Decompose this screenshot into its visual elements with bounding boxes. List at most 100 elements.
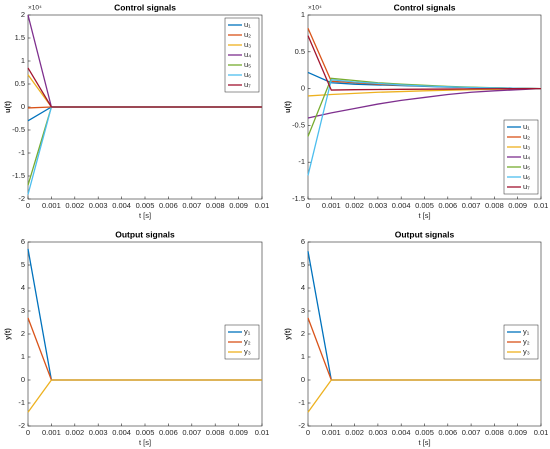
- x-tick-label: 0.002: [345, 201, 364, 210]
- series-line: [307, 79, 542, 176]
- y-tick-label: 1: [301, 10, 305, 19]
- legend-label: u₅: [523, 162, 530, 171]
- x-tick-label: 0.007: [462, 428, 481, 437]
- y-tick-label: 5: [301, 260, 305, 269]
- x-tick-label: 0: [306, 201, 310, 210]
- y-tick-label: -0.5: [12, 125, 25, 134]
- x-tick-label: 0.008: [206, 201, 225, 210]
- x-tick-label: 0.003: [369, 201, 388, 210]
- series-line: [27, 67, 262, 108]
- y-tick-label: 2: [21, 10, 25, 19]
- series-line: [27, 379, 262, 413]
- x-tick-label: 0.01: [534, 201, 549, 210]
- x-tick-label: 0.01: [534, 428, 549, 437]
- x-tick-label: 0.009: [508, 201, 527, 210]
- legend-label: y₂: [244, 337, 251, 346]
- x-tick-label: 0.01: [255, 201, 270, 210]
- y-tick-label: -1: [18, 148, 25, 157]
- y-tick-label: -1: [18, 398, 25, 407]
- x-tick-label: 0.008: [206, 428, 225, 437]
- x-tick-label: 0.005: [415, 428, 434, 437]
- y-axis-label: y(t): [283, 328, 292, 340]
- y-tick-label: 0: [21, 375, 25, 384]
- axes-box: [307, 241, 542, 427]
- x-tick-label: 0.004: [112, 201, 131, 210]
- y-tick-label: -1: [298, 157, 305, 166]
- chart-title: Output signals: [115, 229, 175, 239]
- x-tick-label: 0.003: [369, 428, 388, 437]
- x-tick-label: 0.003: [89, 201, 108, 210]
- x-tick-label: 0.005: [415, 201, 434, 210]
- x-tick-label: 0.01: [255, 428, 270, 437]
- y-tick-label: 0.5: [15, 79, 25, 88]
- legend-label: u₃: [523, 142, 530, 151]
- legend-label: u₆: [523, 172, 530, 181]
- x-tick-label: 0.001: [322, 428, 341, 437]
- y-tick-label: 3: [301, 306, 305, 315]
- y-tick-label: -1.5: [12, 171, 25, 180]
- x-tick-label: 0.004: [112, 428, 131, 437]
- x-tick-label: 0.002: [65, 201, 84, 210]
- legend-label: u₇: [244, 80, 251, 89]
- series-line: [307, 87, 542, 119]
- y-tick-label: -1: [298, 398, 305, 407]
- y-tick-label: 0: [301, 84, 305, 93]
- x-tick-label: 0.001: [322, 201, 341, 210]
- y-tick-label: 0.5: [295, 47, 305, 56]
- x-tick-label: 0.006: [159, 428, 178, 437]
- x-tick-label: 0.003: [89, 428, 108, 437]
- x-tick-label: 0.006: [438, 201, 457, 210]
- y-tick-label: 6: [301, 237, 305, 246]
- y-tick-label: 3: [21, 306, 25, 315]
- y-tick-label: 2: [21, 329, 25, 338]
- legend-label: u₂: [523, 132, 530, 141]
- legend-label: u₆: [244, 70, 251, 79]
- y-exponent: ×10⁴: [308, 5, 322, 12]
- y-axis-label: y(t): [3, 328, 12, 340]
- x-tick-label: 0: [306, 428, 310, 437]
- x-tick-label: 0.007: [462, 201, 481, 210]
- chart-title: Control signals: [394, 2, 456, 12]
- series-line: [307, 379, 541, 413]
- y-tick-label: -2: [298, 421, 305, 430]
- y-tick-label: 1: [21, 56, 25, 65]
- legend-label: u₁: [244, 20, 251, 29]
- y-tick-label: -0.5: [292, 120, 305, 129]
- legend-label: y₂: [523, 337, 530, 346]
- y-tick-label: -2: [18, 194, 25, 203]
- x-tick-label: 0.001: [42, 201, 61, 210]
- y-tick-label: 1: [21, 352, 25, 361]
- legend-label: u₂: [244, 30, 251, 39]
- y-tick-label: 0: [301, 375, 305, 384]
- series-line: [307, 35, 542, 91]
- y-tick-label: 0: [21, 102, 25, 111]
- legend-label: u₁: [523, 122, 530, 131]
- x-tick-label: 0.004: [392, 428, 411, 437]
- y-tick-label: -1.5: [292, 194, 305, 203]
- x-axis-label: t [s]: [418, 211, 430, 220]
- y-tick-label: 4: [301, 283, 305, 292]
- legend-label: y₃: [523, 347, 530, 356]
- x-tick-label: 0.004: [392, 201, 411, 210]
- legend-label: u₅: [244, 60, 251, 69]
- x-tick-label: 0.009: [229, 201, 248, 210]
- x-tick-label: 0.008: [485, 201, 504, 210]
- x-tick-label: 0.008: [485, 428, 504, 437]
- y-axis-label: u(t): [3, 100, 12, 113]
- legend-label: y₁: [244, 327, 251, 336]
- legend-label: y₃: [244, 347, 251, 356]
- y-tick-label: 5: [21, 260, 25, 269]
- x-tick-label: 0.007: [182, 428, 201, 437]
- x-axis-label: t [s]: [139, 438, 151, 447]
- x-tick-label: 0.009: [229, 428, 248, 437]
- x-axis-label: t [s]: [139, 211, 151, 220]
- x-tick-label: 0.002: [345, 428, 364, 437]
- chart-title: Control signals: [114, 2, 176, 12]
- x-tick-label: 0.001: [42, 428, 61, 437]
- legend-label: y₁: [523, 327, 530, 336]
- chart-title: Output signals: [395, 229, 455, 239]
